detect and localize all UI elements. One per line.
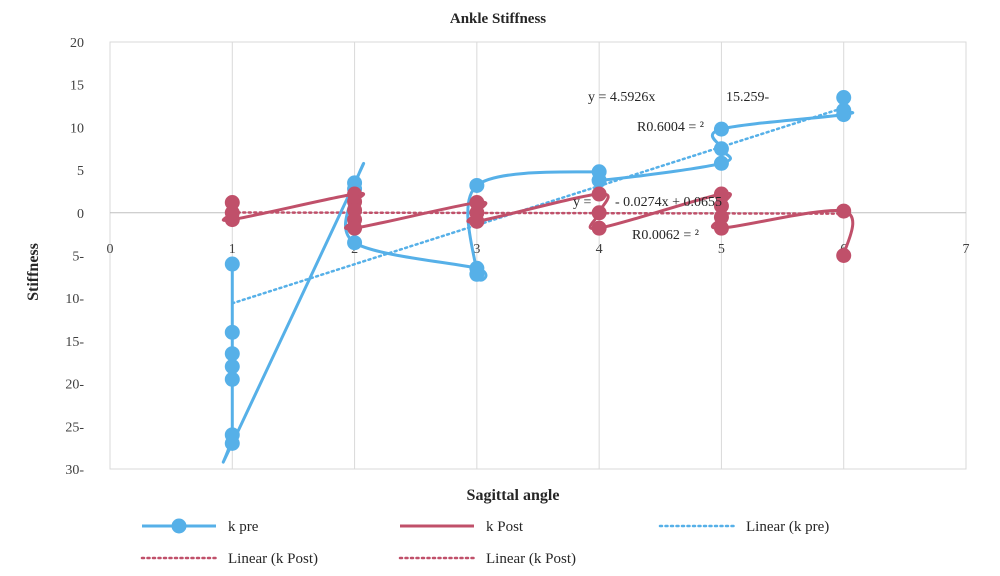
series-layer bbox=[221, 90, 855, 464]
data-point bbox=[469, 195, 485, 211]
data-point bbox=[224, 195, 240, 211]
data-point bbox=[469, 177, 485, 193]
trendline-equation: R0.0062 = ² bbox=[632, 228, 699, 243]
x-tick-label: 1 bbox=[229, 242, 236, 257]
legend-entry: Linear (k Post) bbox=[140, 551, 318, 567]
y-tick-label: 20 bbox=[70, 36, 84, 51]
legend-label: k Post bbox=[486, 519, 524, 535]
y-tick-label: 0 bbox=[77, 207, 84, 222]
data-point bbox=[836, 248, 852, 263]
y-tick-label: 5 bbox=[77, 164, 84, 179]
data-point bbox=[713, 121, 729, 137]
legend-label: Linear (k pre) bbox=[746, 519, 829, 535]
x-tick-label: 3 bbox=[473, 242, 480, 257]
legend-marker bbox=[171, 518, 187, 534]
data-point bbox=[224, 324, 240, 340]
data-point bbox=[713, 155, 729, 171]
legend-label: k pre bbox=[228, 519, 259, 535]
x-axis-title: Sagittal angle bbox=[467, 487, 560, 504]
annotation-layer: y = 4.5926x 15.259- R0.6004 = ² y = - 0.0274… bbox=[573, 90, 770, 243]
data-point bbox=[347, 235, 363, 251]
data-point bbox=[224, 359, 240, 375]
data-point bbox=[713, 209, 729, 225]
trendline bbox=[231, 211, 845, 215]
legend: k pre k Post Linear (k pre) Linear (k Post)… bbox=[140, 518, 829, 567]
data-point bbox=[836, 203, 852, 219]
data-point bbox=[591, 186, 607, 202]
legend-label: Linear (k Post) bbox=[486, 551, 576, 567]
data-point bbox=[713, 220, 729, 236]
series-line bbox=[221, 191, 855, 256]
y-tick-label: 5- bbox=[72, 250, 84, 265]
data-point bbox=[224, 371, 240, 387]
y-tick-label: 15- bbox=[65, 335, 84, 350]
data-point bbox=[347, 220, 363, 236]
y-axis-title: Stiffness bbox=[25, 243, 42, 301]
y-tick-label: 25- bbox=[65, 420, 84, 435]
y-tick-label: 10 bbox=[70, 121, 84, 136]
legend-entry: k Post bbox=[400, 519, 524, 535]
y-tick-label: 30- bbox=[65, 463, 84, 478]
legend-entry: k pre bbox=[142, 518, 259, 535]
data-point bbox=[591, 205, 607, 221]
trendline-equation: - 0.0274x + 0.0655 bbox=[615, 195, 722, 210]
data-point bbox=[469, 213, 485, 229]
data-point bbox=[591, 220, 607, 236]
data-point bbox=[469, 266, 485, 282]
data-point bbox=[836, 90, 852, 106]
series-line bbox=[221, 97, 855, 464]
data-point bbox=[224, 435, 240, 451]
x-tick-label: 7 bbox=[963, 242, 970, 257]
data-point bbox=[591, 172, 607, 188]
y-tick-label: 15 bbox=[70, 79, 84, 94]
data-point bbox=[713, 141, 729, 157]
trendline-equation: R0.6004 = ² bbox=[637, 120, 704, 135]
data-point bbox=[224, 256, 240, 272]
chart-title: Ankle Stiffness bbox=[450, 11, 546, 27]
legend-label: Linear (k Post) bbox=[228, 551, 318, 567]
data-point bbox=[713, 186, 729, 202]
legend-entry: Linear (k pre) bbox=[658, 519, 829, 535]
x-tick-label: 5 bbox=[718, 242, 725, 257]
data-point bbox=[713, 198, 729, 214]
trendline-equation: y = bbox=[573, 195, 592, 210]
data-point bbox=[224, 346, 240, 362]
data-point bbox=[836, 102, 852, 118]
data-point bbox=[224, 212, 240, 228]
trendline-equation: y = 4.5926x bbox=[588, 90, 655, 105]
legend-entry: Linear (k Post) bbox=[398, 551, 576, 567]
x-tick-label: 0 bbox=[107, 242, 114, 257]
y-tick-label: 20- bbox=[65, 378, 84, 393]
y-tick-label: 10- bbox=[65, 292, 84, 307]
trendline-equation: 15.259- bbox=[726, 90, 770, 105]
x-tick-label: 4 bbox=[596, 242, 603, 257]
